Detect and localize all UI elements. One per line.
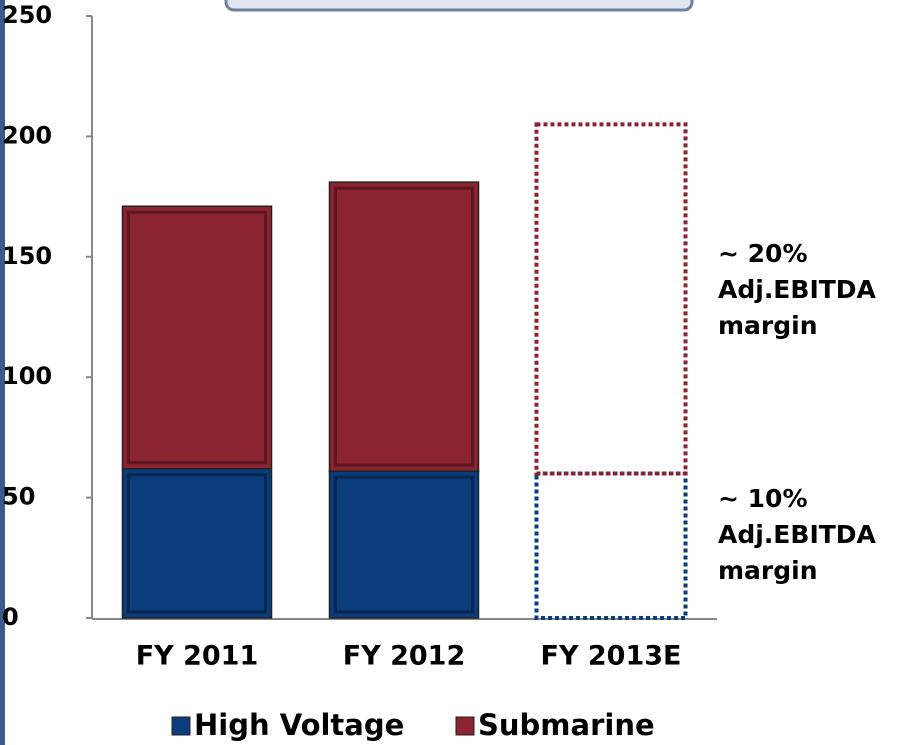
header-box xyxy=(224,0,694,12)
y-tick-label: 0 xyxy=(2,603,19,631)
annotation: ~ 20% xyxy=(718,239,808,268)
bar-bevel xyxy=(126,473,268,614)
legend-label: High Voltage xyxy=(194,708,404,742)
y-tick-label: 200 xyxy=(2,121,52,149)
bar-bevel xyxy=(126,210,268,465)
y-tick-label: 250 xyxy=(2,1,52,29)
bar-bevel xyxy=(333,475,475,614)
y-tick-label: 50 xyxy=(2,483,35,511)
annotation: ~ 10% xyxy=(718,484,808,513)
bar xyxy=(121,467,273,619)
bar xyxy=(328,181,480,472)
x-tick-label: FY 2011 xyxy=(136,641,259,672)
estimate-bar xyxy=(534,471,688,620)
x-tick-label: FY 2012 xyxy=(343,641,466,672)
legend-swatch xyxy=(455,716,475,736)
bar-bevel xyxy=(333,186,475,467)
y-tick-label: 100 xyxy=(2,362,52,390)
x-tick-label: FY 2013E xyxy=(541,641,682,672)
bar xyxy=(328,470,480,619)
legend-swatch xyxy=(171,716,191,736)
annotation: Adj.EBITDA xyxy=(718,275,877,304)
y-tick-label: 150 xyxy=(2,242,52,270)
annotation: Adj.EBITDA xyxy=(718,520,877,549)
annotation: margin xyxy=(718,311,818,340)
legend-label: Submarine xyxy=(478,708,655,742)
annotation: margin xyxy=(718,556,818,585)
estimate-bar xyxy=(534,122,688,476)
left-edge xyxy=(0,0,5,745)
bar xyxy=(121,205,273,470)
